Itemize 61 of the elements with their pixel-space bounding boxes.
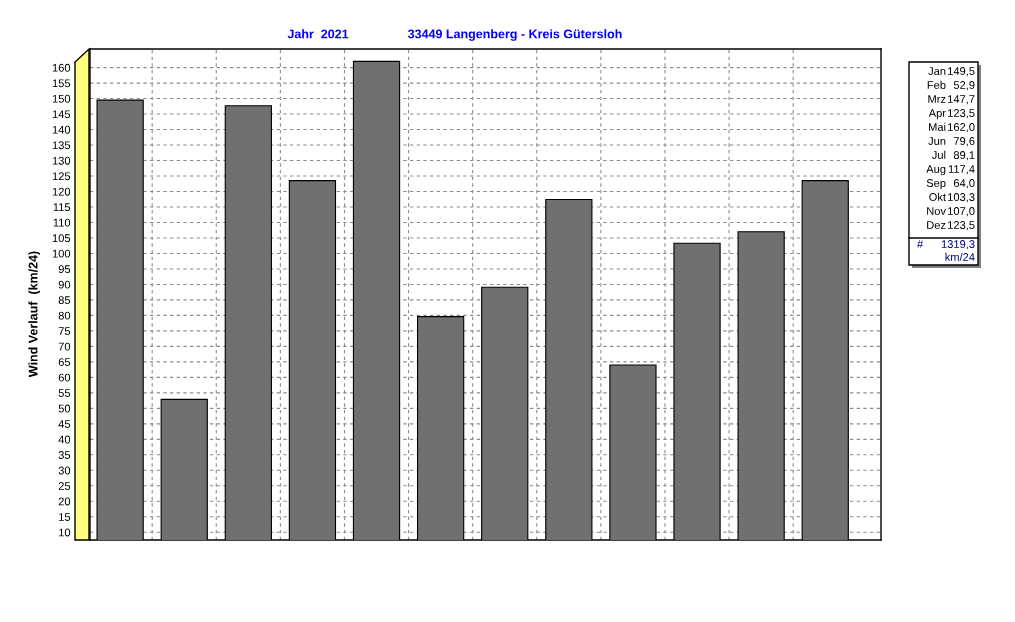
y-tick-label: 30 [58, 466, 71, 475]
y-tick-label: 60 [58, 373, 71, 382]
text: 79,6 [953, 137, 975, 147]
y-tick-label: 50 [58, 404, 71, 413]
y-axis-title: Wind Verlauf (km/24) [28, 251, 40, 378]
y-tick-label: 115 [53, 203, 71, 212]
y-tick-label: 75 [58, 327, 71, 336]
y-tick-label: 130 [52, 156, 71, 165]
text: km/24 [945, 252, 975, 261]
text: 52,9 [953, 81, 975, 91]
text: Apr [928, 109, 946, 120]
y-tick-label: 120 [52, 187, 71, 196]
y-tick-label: 160 [52, 63, 71, 72]
y-tick-label: 145 [52, 110, 71, 119]
chart-title: Jahr 2021 [287, 29, 349, 39]
text: 64,0 [953, 179, 975, 189]
y-tick-label: 125 [52, 172, 71, 181]
y-tick-label: 20 [58, 497, 71, 506]
text: Jun [928, 137, 946, 145]
y-tick-label: 40 [58, 435, 71, 444]
chart-subtitle: 33449 Langenberg - Kreis Gütersloh [407, 29, 622, 41]
text: 107,0 [948, 207, 975, 217]
y-tick-label: 95 [58, 265, 71, 274]
text: 117,4 [948, 165, 975, 175]
text: # [917, 240, 924, 248]
text: Mai [929, 122, 946, 131]
y-tick-label: 65 [58, 358, 71, 367]
text: 123,5 [948, 221, 975, 231]
text: Sep [926, 179, 946, 190]
y-tick-label: 100 [52, 249, 71, 258]
y-tick-label: 25 [58, 482, 71, 490]
text: Aug [926, 165, 946, 176]
text: Jan [928, 67, 946, 75]
text: 103,3 [948, 193, 975, 203]
text: 147,7 [948, 95, 975, 105]
y-tick-label: 15 [59, 513, 71, 521]
y-tick-label: 55 [58, 389, 71, 397]
y-tick-label: 140 [52, 125, 71, 134]
y-tick-label: 110 [53, 218, 71, 227]
text: Mrz [928, 95, 946, 103]
text: 162,0 [948, 123, 975, 133]
text: Feb [927, 80, 946, 89]
text: 89,1 [953, 151, 975, 161]
y-tick-label: 10 [59, 528, 71, 537]
y-tick-label: 35 [58, 451, 71, 459]
y-tick-label: 45 [58, 420, 71, 428]
text: 123,5 [948, 109, 975, 119]
text: Nov [927, 207, 946, 215]
y-tick-label: 155 [52, 79, 71, 88]
text: 149,5 [948, 67, 975, 77]
text: 1319,3 [941, 240, 975, 250]
text: Okt [929, 192, 946, 201]
y-tick-label: 85 [58, 296, 71, 305]
text: Dez [927, 221, 946, 229]
y-tick-label: 105 [52, 234, 71, 243]
y-tick-label: 90 [58, 280, 71, 289]
y-tick-label: 150 [52, 94, 71, 103]
text: Jul [931, 150, 946, 159]
y-tick-label: 80 [58, 311, 71, 320]
y-tick-label: 135 [52, 141, 71, 150]
y-tick-label: 70 [58, 342, 71, 351]
